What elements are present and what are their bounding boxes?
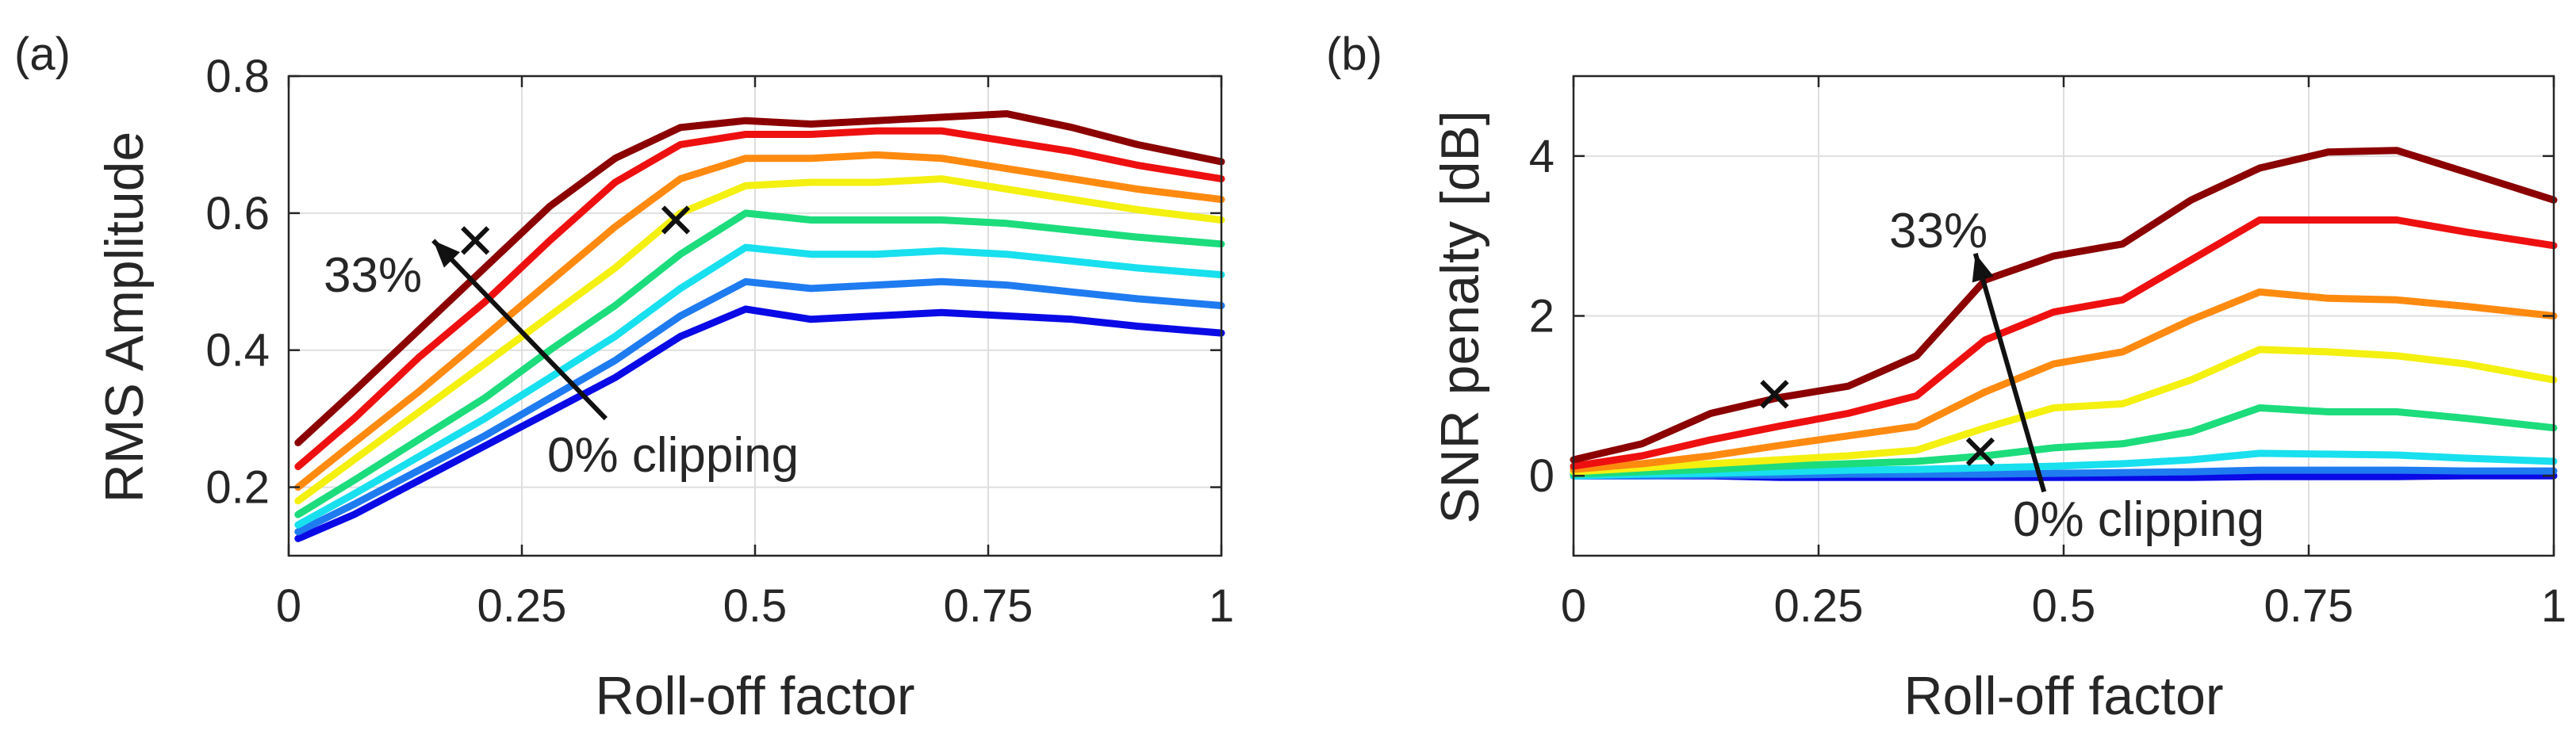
panel-a-series-line-25pct <box>294 151 1225 491</box>
panel-a-y-tick-label: 0.6 <box>205 188 270 239</box>
panel-a-arrow-shaft <box>431 239 608 421</box>
panel-b-series-line-10pct <box>1570 449 2558 480</box>
panel-a-y-axis-label: RMS Amplitude <box>94 132 155 503</box>
panel-a-series-line-15pct <box>294 209 1225 518</box>
panel-a-annotation-low: 0% clipping <box>547 428 799 483</box>
panel-b-x-axis-label: Roll-off factor <box>1903 666 2223 726</box>
panel-b-series-line-33pct <box>1570 147 2558 464</box>
panel-b-annotation-low: 0% clipping <box>2013 492 2264 547</box>
panel-a-x-marker-stroke <box>461 226 490 255</box>
chart-panel-b: 0 0.25 0.5 0.75 1 0 2 4 Roll-off factor SNR penal… <box>1326 29 2566 726</box>
panel-b-label: (b) <box>1326 29 1382 80</box>
panel-a-y-tick-label: 0.4 <box>205 325 270 377</box>
panel-b-x-marker-stroke <box>1965 437 1995 467</box>
panel-a-x-axis-label: Roll-off factor <box>595 666 914 726</box>
panel-a-x-tick-label: 0.75 <box>944 580 1033 632</box>
panel-b-series-line-20pct <box>1570 346 2558 476</box>
panel-b-series-line-15pct <box>1570 404 2558 478</box>
panel-a-series-line-5pct <box>294 277 1225 536</box>
panel-b-x-tick-label: 0.25 <box>1774 580 1864 632</box>
panel-a-y-tick-label: 0.2 <box>205 462 270 514</box>
panel-a-arrow-head <box>433 240 460 268</box>
panel-a-x-marker-stroke <box>661 205 691 235</box>
panel-b-y-axis-label: SNR penalty [dB] <box>1430 110 1490 524</box>
panel-b-x-tick-label: 0.75 <box>2264 580 2354 632</box>
panel-a-annotation-high: 33% <box>324 248 422 303</box>
panel-b-y-tick-label: 0 <box>1529 450 1554 502</box>
panel-b-x-tick-label: 0 <box>1561 580 1586 632</box>
panel-b-x-tick-label: 0.5 <box>2032 580 2096 632</box>
panel-a-series-line-20pct <box>294 175 1225 505</box>
panel-a-label: (a) <box>14 29 71 80</box>
panel-b-arrow-head <box>1972 253 1994 283</box>
panel-a-series-line-0pct <box>294 305 1225 542</box>
chart-panel-a: 0 0.25 0.5 0.75 1 0.2 0.4 0.6 0.8 Roll-off factor… <box>14 29 1234 726</box>
panel-b-series-line-29pct <box>1570 216 2558 470</box>
panel-b-x-tick-label: 1 <box>2541 580 2566 632</box>
panel-a-x-tick-label: 0 <box>276 580 301 632</box>
panel-a-x-tick-label: 0.25 <box>477 580 567 632</box>
panel-b-arrow-shaft <box>1972 253 2047 493</box>
panel-b-x-marker-stroke <box>1760 380 1789 409</box>
panel-a-x-tick-label: 1 <box>1209 580 1234 632</box>
panel-b-series-line-25pct <box>1570 288 2558 473</box>
panel-a-series-line-10pct <box>294 243 1225 529</box>
panel-a-series-line-33pct <box>294 110 1225 446</box>
panel-b-y-tick-label: 2 <box>1529 291 1554 342</box>
panel-b-y-tick-label: 4 <box>1529 131 1554 182</box>
panel-a-x-tick-label: 0.5 <box>723 580 788 632</box>
panel-b-annotation-high: 33% <box>1889 204 1988 258</box>
panel-a-y-tick-label: 0.8 <box>205 51 270 102</box>
panel-a-series-line-29pct <box>294 127 1225 471</box>
